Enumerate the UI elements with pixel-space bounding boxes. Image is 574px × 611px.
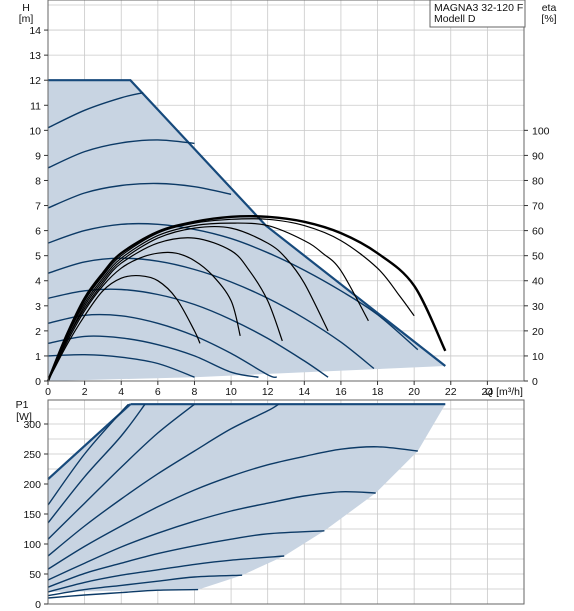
head-curve — [47, 139, 195, 169]
head-curve — [47, 92, 144, 129]
head-axis-unit: [m] — [19, 13, 34, 25]
x-tick-label: 12 — [262, 386, 274, 398]
power-curve — [47, 403, 195, 540]
y-tick-label: 150 — [23, 509, 41, 521]
head-curve — [47, 222, 419, 351]
x-tick-label: 0 — [45, 386, 51, 398]
y-tick-label: 11 — [30, 100, 41, 112]
x-tick-label: 8 — [192, 386, 198, 398]
power-chart: 0 50 100 150 200 250 300 P1 [W] — [16, 399, 525, 611]
y-tick-label: 7 — [35, 201, 41, 213]
title-box — [429, 0, 526, 28]
power-curve — [47, 403, 130, 506]
y-tick-label: 300 — [23, 419, 41, 431]
y-tick-label: 14 — [29, 25, 41, 37]
y2-tick-label: 30 — [532, 301, 544, 313]
power-curve — [47, 588, 199, 599]
y-tick-label: 5 — [35, 251, 41, 263]
efficiency-curve — [47, 222, 369, 382]
head-curve — [47, 335, 259, 378]
y2-tick-label: 100 — [532, 125, 550, 137]
x-tick-label: 14 — [298, 386, 310, 398]
y2-tick-label: 70 — [532, 201, 544, 213]
head-curve — [47, 313, 277, 378]
power-axis-unit: [W] — [16, 411, 32, 423]
power-chart-frame — [47, 399, 525, 605]
y-tick-label: 0 — [35, 376, 41, 388]
power-curve — [47, 530, 325, 588]
y2-tick-label: 60 — [532, 226, 544, 238]
efficiency-curve — [47, 225, 329, 382]
x-tick-label: 16 — [335, 386, 347, 398]
y-tick-label: 50 — [29, 569, 41, 581]
y2-tick-label: 0 — [532, 376, 538, 388]
power-curve — [47, 446, 418, 570]
y-tick-label: 0 — [35, 599, 41, 611]
y2-tick-label: 90 — [532, 150, 544, 162]
x-tick-label: 10 — [225, 386, 237, 398]
power-curve — [47, 490, 376, 581]
y-tick-label: 200 — [23, 479, 41, 491]
y2-tick-label: 80 — [532, 175, 544, 187]
y-tick-label: 8 — [35, 175, 41, 187]
y-tick-label: 1 — [35, 351, 41, 363]
efficiency-axis-unit: [%] — [541, 13, 556, 25]
head-curve — [47, 353, 195, 378]
efficiency-y-tick-labels: 0 10 20 30 40 50 60 70 80 90 100 — [524, 125, 550, 388]
y-tick-label: 250 — [23, 449, 41, 461]
y-tick-label: 4 — [35, 276, 41, 288]
y-tick-label: 6 — [35, 226, 41, 238]
x-tick-label: 24 — [482, 386, 494, 398]
model-title: MAGNA3 32-120 F — [434, 2, 523, 14]
y2-tick-label: 40 — [532, 276, 544, 288]
flow-axis-label: Q [m³/h] — [485, 386, 523, 398]
y-tick-label: 9 — [35, 150, 41, 162]
head-curve — [47, 182, 232, 209]
head-operating-area — [48, 80, 446, 381]
x-tick-label: 18 — [372, 386, 384, 398]
x-tick-label: 4 — [118, 386, 124, 398]
efficiency-curve — [47, 218, 415, 382]
efficiency-curve — [47, 237, 283, 382]
model-subtitle: Modell D — [434, 13, 476, 25]
efficiency-curve — [46, 215, 447, 382]
y-tick-label: 100 — [23, 539, 41, 551]
y-tick-label: 10 — [29, 125, 41, 137]
power-curve — [47, 403, 280, 557]
power-curve — [47, 403, 146, 524]
power-curve — [47, 555, 285, 593]
x-tick-label: 6 — [155, 386, 161, 398]
power-axis-label: P1 — [16, 399, 29, 411]
power-y-tick-labels: 0 50 100 150 200 250 300 — [23, 419, 48, 611]
efficiency-curves — [46, 215, 447, 382]
y-tick-label: 2 — [35, 326, 41, 338]
y-tick-label: 3 — [35, 301, 41, 313]
y2-tick-label: 10 — [532, 351, 544, 363]
y2-tick-label: 50 — [532, 251, 544, 263]
x-tick-label: 22 — [445, 386, 457, 398]
head-axis-label: H — [22, 2, 30, 14]
efficiency-axis-label: eta — [542, 2, 557, 14]
head-chart: 0 2 4 6 8 10 12 14 16 18 20 22 24 012345678910111213… — [19, 0, 557, 398]
power-curve — [47, 574, 243, 597]
x-tick-label: 20 — [408, 386, 420, 398]
y-tick-label: 12 — [29, 75, 41, 87]
head-x-tick-labels: 0 2 4 6 8 10 12 14 16 18 20 22 24 — [45, 381, 493, 398]
efficiency-curve — [47, 274, 201, 382]
x-tick-label: 2 — [82, 386, 88, 398]
power-operating-area — [48, 404, 446, 592]
power-curves — [47, 403, 446, 599]
y-tick-label: 13 — [29, 50, 41, 62]
y2-tick-label: 20 — [532, 326, 544, 338]
efficiency-curve — [47, 251, 241, 382]
head-chart-frame — [47, 0, 525, 382]
